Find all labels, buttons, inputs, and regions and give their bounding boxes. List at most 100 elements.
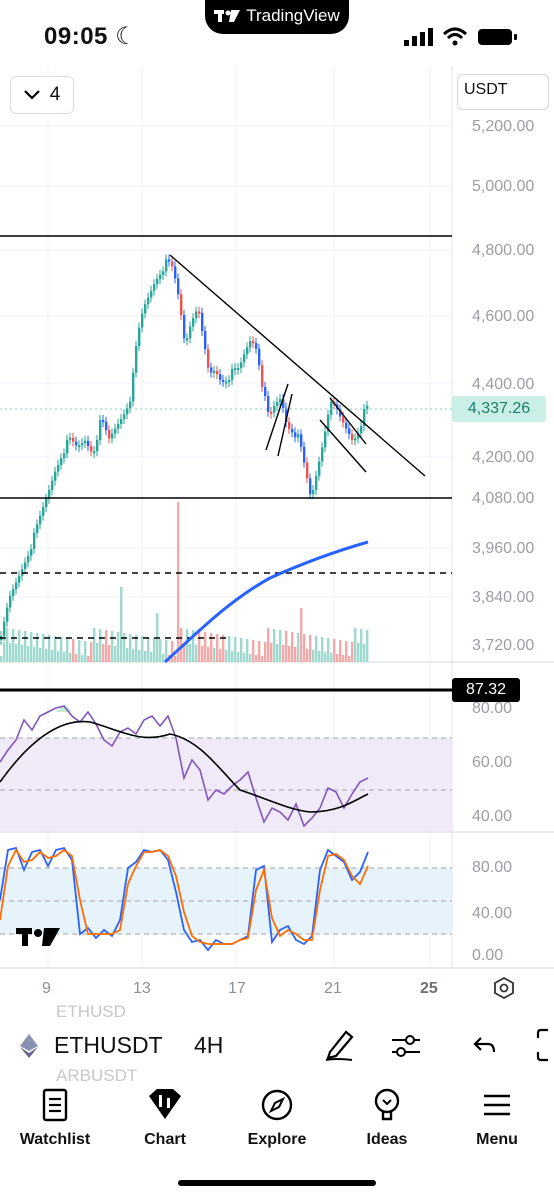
chart-canvas[interactable] [0, 66, 554, 1006]
candle [246, 347, 249, 355]
candle [87, 440, 90, 447]
price-axis-label: 4,600.00 [472, 308, 535, 325]
candle [207, 349, 210, 368]
candle [45, 498, 48, 508]
volume-bar [252, 640, 255, 662]
undo-icon[interactable] [472, 1034, 498, 1056]
candle [135, 345, 138, 373]
volume-bar [144, 651, 147, 662]
candle [183, 315, 186, 339]
volume-bar [204, 632, 207, 662]
candle [366, 405, 369, 409]
volume-bar [78, 640, 81, 662]
candle [357, 433, 360, 439]
candle [360, 426, 363, 434]
settings-hexagon-icon[interactable] [492, 976, 516, 1000]
volume-bar [228, 636, 231, 662]
candle [261, 365, 264, 387]
candle [156, 279, 159, 285]
candle [210, 367, 213, 373]
candle [15, 582, 18, 590]
date-label: 13 [133, 980, 151, 997]
volume-bar [126, 648, 129, 662]
volume-bar [183, 643, 186, 662]
price-axis-label: 3,840.00 [472, 589, 535, 606]
fullscreen-icon[interactable] [536, 1028, 554, 1062]
candle [222, 379, 225, 382]
descending-trendline [169, 254, 426, 477]
volume-bar [210, 633, 213, 662]
candle [144, 304, 147, 314]
candle [255, 342, 258, 349]
volume-bar [147, 637, 150, 662]
volume-bar [189, 644, 192, 662]
volume-bar [321, 637, 324, 662]
price-axis-label: 5,000.00 [472, 178, 535, 195]
volume-bar [57, 651, 60, 662]
candle [297, 434, 300, 438]
flag-line-3 [329, 397, 367, 445]
volume-bar [267, 628, 270, 662]
candle [180, 294, 183, 315]
candle [57, 464, 60, 472]
wifi-icon [442, 27, 468, 46]
candle [285, 407, 288, 423]
candle [27, 555, 30, 563]
volume-bar [3, 642, 6, 662]
volume-bar [309, 635, 312, 662]
candle [105, 421, 108, 431]
nav-watchlist[interactable]: Watchlist [0, 1088, 110, 1149]
price-axis-label: 3,720.00 [472, 637, 535, 654]
currency-button[interactable]: USDT [457, 74, 549, 110]
candle [315, 475, 318, 490]
nav-ideas[interactable]: Ideas [332, 1088, 442, 1149]
candle [81, 443, 84, 446]
rsi-signal-line [0, 720, 369, 813]
interval-dropdown-button[interactable]: 4 [10, 76, 74, 114]
nav-label: Menu [476, 1131, 518, 1148]
volume-bar [231, 651, 234, 662]
price-axis-label: 4,200.00 [472, 449, 535, 466]
candle [342, 416, 345, 423]
volume-bar [111, 631, 114, 662]
volume-bar [117, 632, 120, 662]
candle [234, 368, 237, 371]
nav-menu[interactable]: Menu [442, 1088, 552, 1149]
volume-bar [237, 652, 240, 662]
nav-explore[interactable]: Explore [222, 1088, 332, 1149]
volume-bar [177, 502, 180, 662]
last-price-label: 4,337.26 [452, 396, 546, 422]
volume-bar [366, 630, 369, 662]
volume-bar [192, 630, 195, 662]
candle [66, 439, 69, 454]
stoch-axis-label: 80.00 [472, 859, 513, 876]
compass-icon [261, 1089, 293, 1121]
volume-bar [213, 648, 216, 662]
candle [198, 311, 201, 314]
candle [225, 381, 228, 384]
drawing-pen-icon[interactable] [322, 1028, 356, 1062]
candle [243, 354, 246, 363]
symbol-name[interactable]: ETHUSDT [54, 1032, 163, 1058]
volume-bar [294, 647, 297, 662]
volume-bar [150, 652, 153, 662]
volume-bar [99, 629, 102, 662]
flag-line-4 [319, 419, 367, 473]
volume-bar [261, 656, 264, 662]
candle [240, 362, 243, 368]
candle [123, 414, 126, 420]
candle [132, 372, 135, 402]
stoch-d-line [0, 848, 369, 945]
timeframe-button[interactable]: 4H [194, 1032, 224, 1058]
candle [264, 387, 267, 396]
candle [192, 318, 195, 327]
volume-bar [6, 628, 9, 662]
date-label: 21 [324, 980, 342, 997]
indicators-sliders-icon[interactable] [390, 1030, 422, 1062]
candle [186, 338, 189, 341]
candle [168, 259, 171, 262]
volume-bar [180, 628, 183, 662]
nav-chart[interactable]: Chart [110, 1088, 220, 1149]
volume-bar [327, 638, 330, 662]
volume-bar [243, 653, 246, 662]
